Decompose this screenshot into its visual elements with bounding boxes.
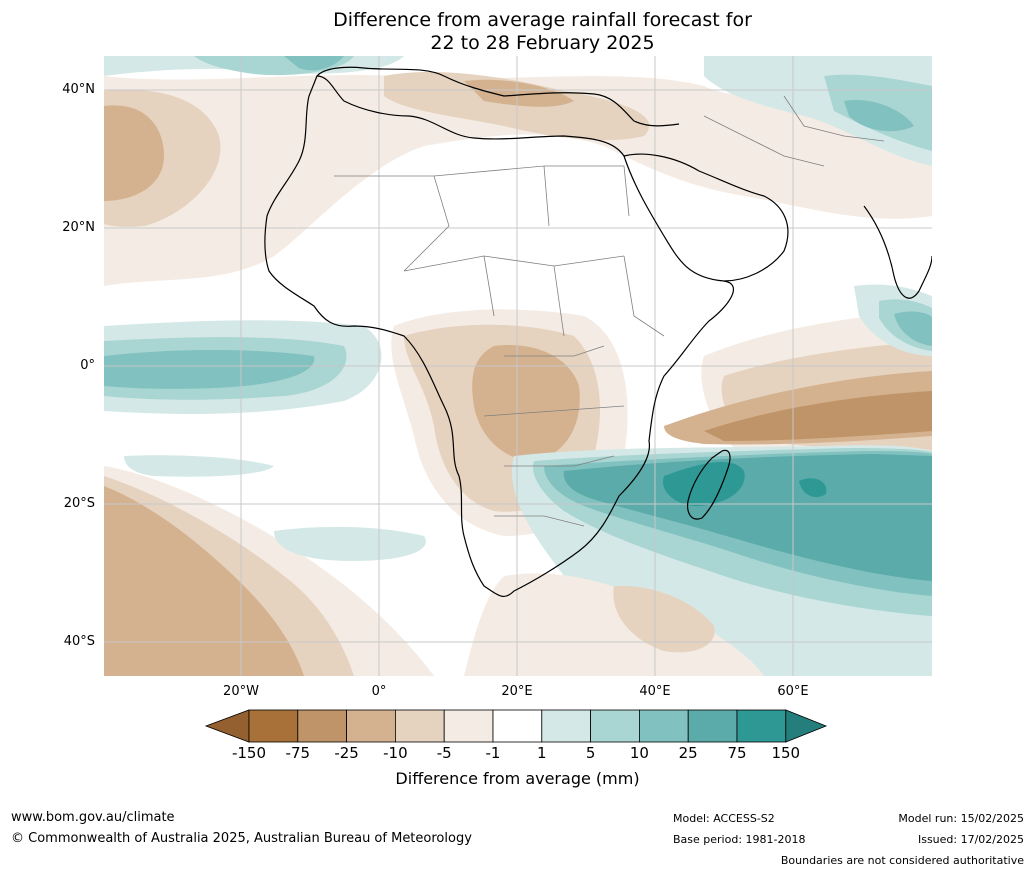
- shade-dry-dark: [464, 79, 574, 107]
- india-coastline: [863, 205, 932, 299]
- shade-wet-darkest: [799, 478, 827, 498]
- colorbar-segment: [638, 709, 689, 743]
- colorbar-tick-label: -10: [383, 744, 408, 762]
- colorbar: [204, 709, 828, 743]
- colorbar-tick-label: 10: [629, 744, 649, 762]
- shade-wet-light: [124, 455, 274, 477]
- lat-label-20n: 20°N: [62, 220, 95, 235]
- shade-dry-darker: [704, 391, 932, 441]
- colorbar-tick-label: -75: [285, 744, 311, 762]
- colorbar-segment: [394, 709, 445, 743]
- footer-base-period: Base period: 1981-2018: [673, 833, 806, 846]
- shade-dry-dark: [104, 105, 164, 201]
- shade-wet-darker: [563, 454, 932, 581]
- country-borders: [334, 95, 885, 527]
- colorbar-segment: [541, 709, 591, 743]
- colorbar-segment: [443, 709, 494, 743]
- colorbar-extend-high: [785, 709, 828, 743]
- lat-label-40n: 40°N: [62, 82, 95, 97]
- shade-wet-dark: [104, 350, 315, 389]
- madagascar-outline: [687, 449, 731, 520]
- colorbar-tick-label: -5: [436, 744, 452, 762]
- colorbar-segment: [297, 709, 348, 743]
- shade-wet-light: [274, 526, 426, 561]
- colorbar-tick-label: -1: [485, 744, 501, 762]
- colorbar-tick-label: 1: [537, 744, 547, 762]
- shade-wet-dark: [894, 311, 932, 346]
- africa-coastline: [264, 75, 735, 598]
- gridlines: [104, 56, 932, 676]
- shade-wet-dark: [284, 56, 344, 71]
- shade-dry-light: [104, 74, 932, 286]
- lon-label-0: 0°: [371, 684, 387, 699]
- colorbar-tick-label: 75: [727, 744, 747, 762]
- lat-label-equator: 0°: [80, 358, 95, 373]
- lon-label-20e: 20°E: [501, 684, 533, 699]
- lat-label-40s: 40°S: [63, 634, 95, 649]
- lon-label-40e: 40°E: [639, 684, 671, 699]
- shade-dry-dark: [104, 486, 304, 676]
- colorbar-segment: [492, 709, 543, 743]
- colorbar-segment: [590, 709, 640, 743]
- colorbar-tick-label: -150: [231, 744, 267, 762]
- map-title: Difference from average rainfall forecas…: [0, 9, 1035, 55]
- colorbar-tick-label: -25: [334, 744, 359, 762]
- lon-label-60e: 60°E: [777, 684, 809, 699]
- colorbar-extend-low: [204, 709, 250, 743]
- title-line-1: Difference from average rainfall forecas…: [333, 9, 752, 31]
- colorbar-label: Difference from average (mm): [395, 769, 640, 788]
- rainfall-map: [104, 56, 932, 676]
- colorbar-segment: [248, 709, 299, 743]
- colorbar-tick-label: 5: [585, 744, 596, 762]
- shade-wet-darkest: [663, 461, 745, 506]
- title-line-2: 22 to 28 February 2025: [430, 32, 655, 54]
- lon-label-20w: 20°W: [223, 684, 259, 699]
- shade-wet-dark: [844, 100, 914, 132]
- colorbar-tick-label: 25: [678, 744, 698, 762]
- shade-dry-dark: [472, 345, 580, 461]
- arabia-outline: [623, 153, 789, 282]
- footer-model: Model: ACCESS-S2: [673, 812, 775, 825]
- rainfall-map-svg: [104, 56, 932, 676]
- colorbar-segment: [687, 709, 738, 743]
- footer-copyright: © Commonwealth of Australia 2025, Austra…: [11, 831, 472, 846]
- lat-label-20s: 20°S: [63, 496, 95, 511]
- colorbar-tick-label: 150: [771, 744, 801, 762]
- europe-coastline: [316, 66, 680, 127]
- colorbar-segment: [346, 709, 396, 743]
- footer-model-run: Model run: 15/02/2025: [898, 812, 1024, 825]
- colorbar-segment: [736, 709, 787, 743]
- shade-dry-mid: [613, 585, 715, 653]
- footer-issued: Issued: 17/02/2025: [917, 833, 1024, 846]
- footer-website[interactable]: www.bom.gov.au/climate: [11, 810, 175, 825]
- footer-disclaimer: Boundaries are not considered authoritat…: [780, 854, 1024, 867]
